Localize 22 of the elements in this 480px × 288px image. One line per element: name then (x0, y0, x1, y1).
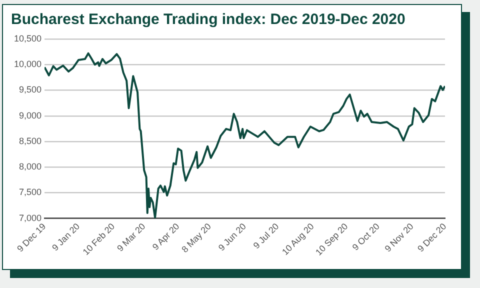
y-tick-label: 8,000 (18, 162, 42, 172)
y-tick-label: 8,500 (18, 136, 42, 146)
x-tick-label: 9 Nov 20 (382, 221, 416, 254)
y-tick-label: 9,000 (18, 110, 42, 120)
x-tick-label: 8 May 20 (180, 221, 213, 255)
x-tick-label: 9 Apr 20 (150, 221, 182, 252)
y-tick-label: 9,500 (18, 84, 42, 95)
x-tick-label: 10 Aug 20 (280, 221, 316, 258)
y-tick-label: 7,000 (18, 212, 42, 223)
x-tick-label: 9 Jun 20 (216, 221, 248, 253)
chart-title: Bucharest Exchange Trading index: Dec 2019-Dec 2020 (11, 11, 406, 28)
x-tick-label: 9 Jan 20 (50, 221, 82, 253)
y-tick-label: 10,500 (14, 33, 42, 44)
x-tick-label: 9 Dec 20 (416, 221, 448, 254)
x-tick-label: 10 Feb 20 (80, 221, 117, 257)
x-tick-label: 9 Mar 20 (115, 221, 148, 254)
y-tick-label: 7,500 (18, 187, 42, 198)
y-tick-label: 10,000 (14, 59, 42, 70)
x-tick-label: 9 Jul 20 (251, 221, 281, 251)
x-tick-label: 10 Sep 20 (314, 221, 350, 258)
x-tick-label: 9 Oct 20 (350, 221, 382, 252)
x-tick-label: 9 Dec 19 (15, 221, 48, 254)
